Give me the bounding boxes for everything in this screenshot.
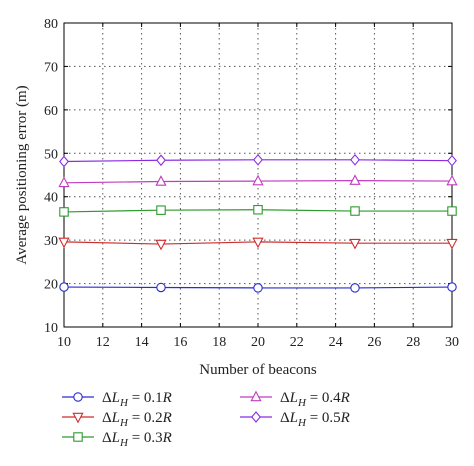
data-point [156,154,166,167]
y-tick-label: 30 [44,234,58,249]
series-group [58,153,458,293]
legend-marker [73,432,83,442]
legend-label: ΔLH = 0.5R [280,410,350,429]
data-point [446,174,458,186]
x-axis-label: Number of beacons [199,362,317,378]
data-point [447,154,457,167]
legend-label-subscript: H [297,417,307,429]
legend-label-var-italic: L [111,390,120,406]
legend-label: ΔLH = 0.2R [102,410,172,429]
y-tick-label: 10 [44,321,58,336]
legend-label: ΔLH = 0.4R [280,390,350,409]
legend-label: ΔLH = 0.3R [102,430,172,449]
y-tick-label: 50 [44,147,58,162]
legend-marker [72,412,84,424]
x-tick-label: 30 [445,335,459,350]
legend-label-var-italic: L [111,410,120,426]
legend-label-subscript: H [297,397,307,409]
x-tick-label: 20 [251,335,265,350]
legend-marker [250,390,262,402]
data-point [156,282,166,293]
series-1 [59,282,457,293]
y-tick-label: 70 [44,60,58,75]
legend-label-unit: R [162,430,172,446]
legend-item: ΔLH = 0.3R [62,430,172,449]
data-point [350,283,360,293]
y-tick-label: 20 [44,278,58,293]
legend-item: ΔLH = 0.5R [240,410,350,429]
legend-label-subscript: H [119,397,129,409]
series-5 [59,153,457,168]
x-tick-label: 18 [212,335,226,350]
data-point [447,282,457,292]
data-point [253,204,263,215]
data-point [59,207,69,217]
x-tick-label: 10 [57,335,71,350]
series-2 [58,237,458,251]
data-point [59,155,69,168]
data-point [446,238,458,250]
data-point [447,206,457,216]
grid [64,23,452,327]
legend-label-value: = 0.4 [306,390,341,406]
data-point [350,206,360,216]
series-4 [58,174,458,188]
data-point [155,175,167,186]
data-point [155,239,167,251]
x-axis: 10 12 14 16 18 20 22 24 26 28 30 [57,23,459,350]
data-point [349,238,361,250]
data-point [59,282,69,292]
data-point [349,174,361,185]
legend-label-unit: R [340,390,350,406]
legend-label: ΔLH = 0.1R [102,390,172,409]
legend-item: ΔLH = 0.2R [62,410,172,429]
data-point [253,283,263,293]
x-tick-label: 14 [135,335,149,350]
legend-label-subscript: H [119,417,129,429]
data-point [58,237,70,249]
legend-label-unit: R [162,390,172,406]
x-tick-label: 28 [406,335,420,350]
legend-label-unit: R [162,410,172,426]
y-tick-label: 40 [44,191,58,206]
legend-marker [73,392,83,402]
legend-label-value: = 0.2 [128,410,163,426]
legend-item: ΔLH = 0.1R [62,390,172,409]
x-tick-label: 26 [367,335,381,350]
y-axis: 10 20 30 40 50 60 70 80 [44,17,452,336]
data-point [252,237,264,249]
x-tick-label: 24 [329,335,343,350]
data-point [156,205,166,215]
legend-label-var: Δ [280,410,290,426]
data-point [350,153,360,166]
data-point [58,176,70,188]
legend-label-var: Δ [102,410,112,426]
legend-item: ΔLH = 0.4R [240,390,350,409]
legend-label-var-italic: L [289,410,298,426]
data-point [252,174,264,186]
legend-label-unit: R [340,410,350,426]
y-tick-label: 60 [44,104,58,119]
legend-marker [251,411,261,423]
legend-label-var-italic: L [289,390,298,406]
y-tick-label: 80 [44,17,58,32]
legend-label-value: = 0.5 [306,410,341,426]
legend-label-value: = 0.3 [128,430,163,446]
x-tick-label: 16 [173,335,187,350]
legend-label-var: Δ [102,390,112,406]
legend-label-subscript: H [119,437,129,449]
legend-label-var: Δ [102,430,112,446]
legend-label-var: Δ [280,390,290,406]
x-tick-label: 22 [290,335,304,350]
legend-label-var-italic: L [111,430,120,446]
legend-label-value: = 0.1 [128,390,163,406]
series-3 [59,204,457,217]
data-point [253,153,263,166]
y-axis-label: Average positioning error (m) [14,85,30,264]
x-tick-label: 12 [96,335,110,350]
